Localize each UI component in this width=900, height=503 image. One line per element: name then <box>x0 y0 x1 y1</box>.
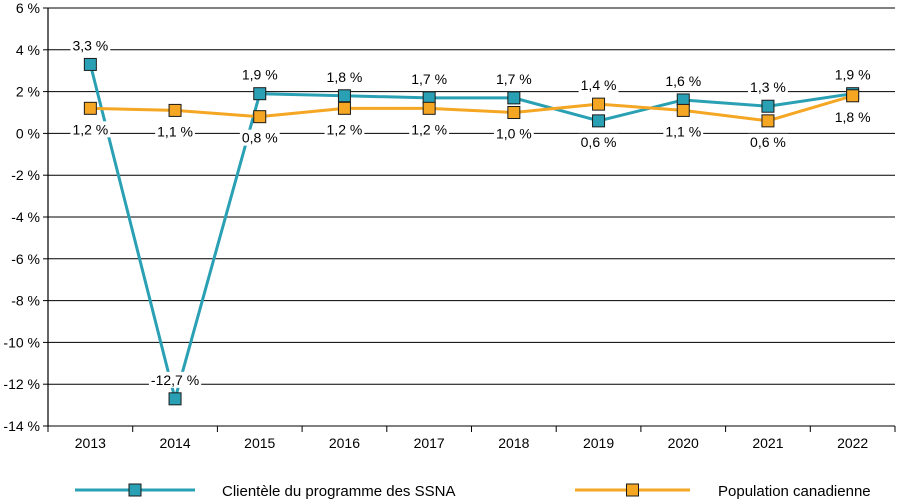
x-axis-tick-labels: 2013 2014 2015 2016 2017 2018 2019 2020 2021 2022 <box>75 435 869 451</box>
data-label-background <box>324 68 365 85</box>
y-tick-label: -12 % <box>3 376 40 392</box>
data-label-background <box>70 37 111 54</box>
data-label-background <box>832 108 873 125</box>
data-point-marker <box>422 101 436 115</box>
series-line-1 <box>90 94 854 123</box>
data-point-marker <box>253 110 267 124</box>
data-label: 1,8 % <box>835 109 871 125</box>
y-tick-label: 0 % <box>16 125 40 141</box>
data-label: 1,4 % <box>581 77 617 93</box>
data-label-background <box>748 79 788 96</box>
data-point-marker <box>168 103 182 117</box>
y-tick-label: 6 % <box>16 0 40 16</box>
legend-marker <box>626 483 639 497</box>
data-point-marker <box>507 106 521 119</box>
data-label-background <box>239 129 280 146</box>
data-label-background <box>493 125 534 142</box>
data-point-marker <box>761 114 775 128</box>
data-label: 1,6 % <box>665 73 701 89</box>
data-label-background <box>493 70 534 87</box>
data-point-marker <box>83 57 97 71</box>
data-point-marker <box>592 97 606 111</box>
data-point-marker <box>253 87 267 101</box>
data-label: 1,9 % <box>242 67 278 83</box>
axes <box>43 7 896 432</box>
legend-item: Population canadienne <box>575 483 871 500</box>
data-label: 1,7 % <box>411 71 447 87</box>
data-label: 1,2 % <box>411 121 447 137</box>
data-label-background <box>148 371 202 388</box>
data-label-background <box>663 123 704 140</box>
data-label-background <box>578 77 619 94</box>
data-label-background <box>663 72 704 89</box>
legend-item: Clientèle du programme des SSNA <box>75 483 455 500</box>
data-label: 1,3 % <box>750 79 786 95</box>
data-point-marker <box>507 91 521 105</box>
data-point-marker <box>83 101 97 115</box>
data-point-marker <box>168 392 182 406</box>
data-label-background <box>239 66 280 83</box>
legend-marker <box>128 483 142 497</box>
data-label: 0,6 % <box>581 134 617 150</box>
data-label: 0,6 % <box>750 134 786 150</box>
data-series <box>83 57 860 406</box>
data-label-background <box>748 133 788 150</box>
data-label: 1,9 % <box>835 67 871 83</box>
grid-lines <box>48 7 895 427</box>
x-tick-label: 2016 <box>329 435 360 451</box>
data-label: 1,1 % <box>665 123 701 139</box>
data-label: 1,0 % <box>496 126 532 142</box>
x-tick-label: 2018 <box>498 435 529 451</box>
data-label-background <box>70 121 111 138</box>
y-tick-label: 2 % <box>16 84 40 100</box>
y-tick-label: 4 % <box>16 42 40 58</box>
data-label: 3,3 % <box>72 37 108 53</box>
data-point-marker <box>676 103 690 117</box>
data-point-marker <box>761 99 775 113</box>
data-label: 1,8 % <box>327 69 363 85</box>
data-label: 1,2 % <box>72 121 108 137</box>
x-tick-label: 2020 <box>668 435 699 451</box>
y-tick-label: -14 % <box>3 418 40 434</box>
data-label-background <box>324 121 365 138</box>
x-tick-label: 2013 <box>75 435 106 451</box>
x-tick-label: 2014 <box>159 435 190 451</box>
legend-label: Clientèle du programme des SSNA <box>222 483 455 500</box>
data-label-background <box>155 123 195 140</box>
x-tick-label: 2019 <box>583 435 614 451</box>
legend-label: Population canadienne <box>718 483 871 500</box>
y-tick-label: -10 % <box>3 334 40 350</box>
series-line-0 <box>88 64 853 401</box>
data-point-marker <box>337 89 351 103</box>
data-label: 0,8 % <box>242 130 278 146</box>
data-label-background <box>832 66 873 83</box>
data-label-background <box>578 133 619 150</box>
data-label: -12,7 % <box>151 372 199 388</box>
data-label: 1,7 % <box>496 71 532 87</box>
x-tick-label: 2021 <box>752 435 783 451</box>
legend: Clientèle du programme des SSNA Populatio… <box>75 483 871 500</box>
x-tick-label: 2022 <box>837 435 868 451</box>
data-label: 1,2 % <box>327 121 363 137</box>
data-label-background <box>409 70 450 87</box>
y-tick-label: -2 % <box>11 167 40 183</box>
data-labels: 3,3 % -12,7 % 1,9 % 1,8 % 1,7 % 1,7 % 0,6 % 1,6… <box>70 37 873 388</box>
y-tick-label: -8 % <box>11 293 40 309</box>
data-point-marker <box>846 89 860 103</box>
y-tick-label: -4 % <box>11 209 40 225</box>
data-point-marker <box>337 101 351 115</box>
data-point-marker <box>592 114 606 128</box>
x-tick-label: 2017 <box>414 435 445 451</box>
y-axis-tick-labels: 6 % 4 % 2 % 0 % -2 % -4 % -6 % -8 % -10 % -12 % -1… <box>3 0 40 434</box>
data-label: 1,1 % <box>157 123 193 139</box>
x-tick-label: 2015 <box>244 435 275 451</box>
data-label-background <box>409 121 450 138</box>
y-tick-label: -6 % <box>11 251 40 267</box>
